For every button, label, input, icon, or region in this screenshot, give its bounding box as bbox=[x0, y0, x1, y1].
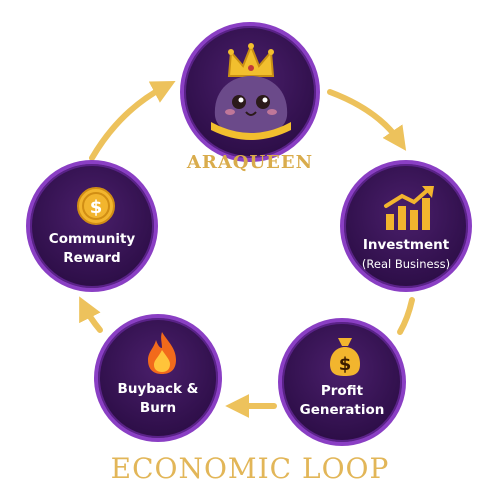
money-bag-icon: $ bbox=[330, 338, 360, 376]
community-reward-node: $ Community Reward bbox=[26, 160, 158, 292]
diagram-title: ECONOMIC LOOP bbox=[110, 452, 390, 485]
community-sublabel: Reward bbox=[63, 250, 121, 266]
coin-icon: $ bbox=[77, 187, 115, 225]
fire-icon bbox=[148, 332, 176, 374]
arrow-community-to-araqueen bbox=[89, 81, 176, 161]
profit-sublabel: Generation bbox=[299, 402, 385, 418]
buyback-burn-node: Buyback & Burn bbox=[94, 314, 222, 442]
community-label: Community bbox=[48, 231, 136, 247]
crowned-mascot-icon bbox=[211, 43, 291, 140]
investment-label: Investment bbox=[362, 237, 450, 253]
chart-up-icon bbox=[384, 186, 434, 230]
svg-text:$: $ bbox=[90, 197, 103, 218]
araqueen-label: ARAQUEEN bbox=[186, 152, 314, 173]
arrow-investment-to-profit bbox=[397, 297, 415, 335]
investment-sublabel: (Real Business) bbox=[361, 257, 451, 271]
investment-node: Investment (Real Business) bbox=[340, 160, 472, 292]
svg-text:$: $ bbox=[339, 354, 352, 375]
profit-generation-node: $ Profit Generation bbox=[278, 318, 406, 446]
arrow-araqueen-to-investment bbox=[327, 89, 407, 151]
buyback-sublabel: Burn bbox=[139, 400, 177, 416]
profit-label: Profit bbox=[320, 383, 364, 399]
araqueen-node bbox=[180, 22, 320, 162]
buyback-label: Buyback & bbox=[117, 381, 199, 397]
arrow-buyback-to-community bbox=[79, 296, 103, 333]
